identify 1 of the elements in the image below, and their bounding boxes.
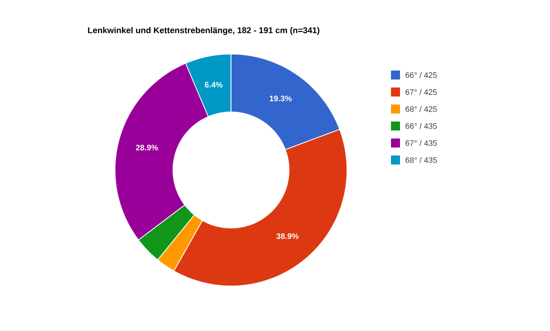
chart-title: Lenkwinkel und Kettenstrebenlänge, 182 - 191 cm (n=341) xyxy=(88,27,320,35)
